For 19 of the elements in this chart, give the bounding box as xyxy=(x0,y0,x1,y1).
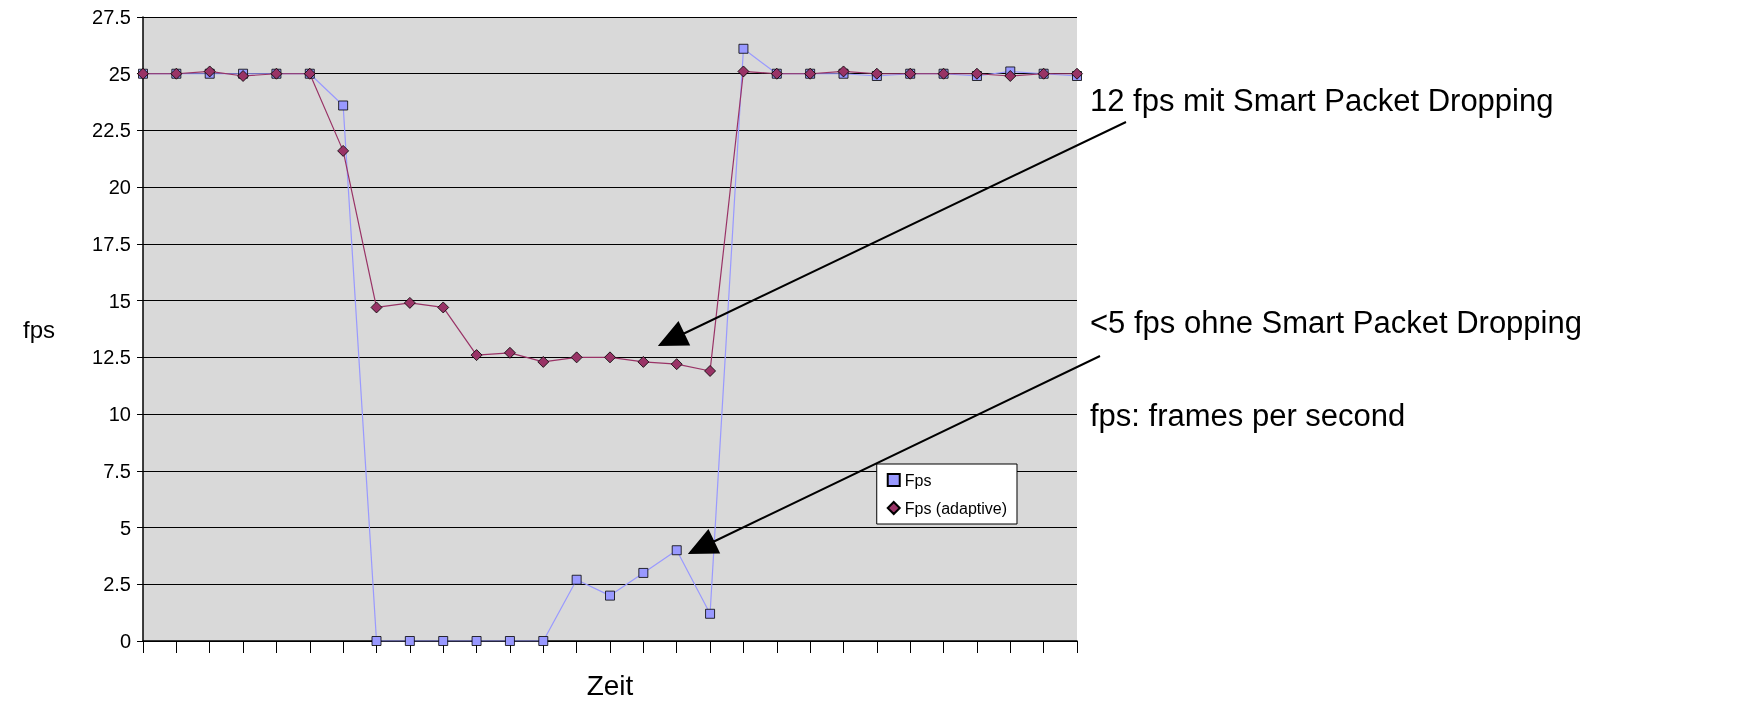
y-tick-label: 17.5 xyxy=(92,232,131,255)
y-tick-label: 25 xyxy=(108,62,131,85)
y-tick-label: 20 xyxy=(108,176,131,199)
y-tick-label: 22.5 xyxy=(92,119,131,142)
y-tick-label: 0 xyxy=(119,630,131,652)
x-axis-title: Zeit xyxy=(586,669,634,701)
y-tick-label: 2.5 xyxy=(103,573,131,596)
y-axis-title: fps xyxy=(22,315,55,343)
text: 12 fps mit Smart Packet Dropping xyxy=(1090,83,1554,118)
y-tick-label: 15 xyxy=(108,289,131,312)
legend-label: Fps xyxy=(904,471,932,489)
y-tick-label: 27.5 xyxy=(92,6,131,28)
text: <5 fps ohne Smart Packet Dropping xyxy=(1090,305,1582,340)
y-tick-label: 12.5 xyxy=(92,346,131,369)
text: fps: frames per second xyxy=(1090,398,1406,433)
y-tick-label: 5 xyxy=(119,516,131,539)
y-tick-label: 10 xyxy=(108,403,131,426)
legend-label: Fps (adaptive) xyxy=(904,499,1007,517)
y-tick-label: 7.5 xyxy=(103,459,131,482)
